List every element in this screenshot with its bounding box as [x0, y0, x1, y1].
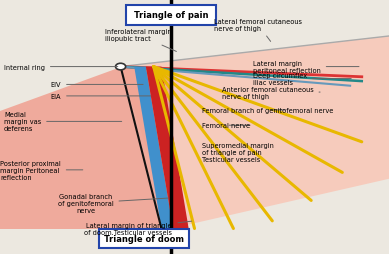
Polygon shape — [121, 37, 389, 229]
Text: Internal ring: Internal ring — [4, 64, 118, 70]
Text: Medial
margin vas
deferens: Medial margin vas deferens — [4, 112, 122, 132]
Text: Lateral femoral cutaneous
nerve of thigh: Lateral femoral cutaneous nerve of thigh — [214, 19, 302, 42]
Text: Gonadal branch
of genitofemoral
nerve: Gonadal branch of genitofemoral nerve — [58, 193, 168, 213]
Text: Femoral branch of genitofemoral nerve: Femoral branch of genitofemoral nerve — [202, 107, 334, 114]
Text: Superomedial margin
of triangle of pain
Testicular vessels: Superomedial margin of triangle of pain … — [202, 142, 274, 162]
Text: Deep circumflex
iliac vessels: Deep circumflex iliac vessels — [253, 73, 351, 86]
Text: EIA: EIA — [51, 93, 151, 100]
Text: Femoral nerve: Femoral nerve — [202, 123, 251, 129]
Text: Lateral margin
peritoneal reflection: Lateral margin peritoneal reflection — [253, 61, 359, 74]
Text: Inferolateral margin
iliopubic tract: Inferolateral margin iliopubic tract — [105, 29, 176, 52]
Text: Posterior proximal
margin Peritoneal
reflection: Posterior proximal margin Peritoneal ref… — [0, 160, 83, 180]
Polygon shape — [134, 67, 173, 229]
Circle shape — [116, 64, 126, 71]
Polygon shape — [0, 67, 171, 229]
Polygon shape — [146, 67, 189, 229]
FancyBboxPatch shape — [99, 229, 189, 248]
Text: EIV: EIV — [51, 82, 143, 88]
Text: Anterior femoral cutaneous
nerve of thigh: Anterior femoral cutaneous nerve of thig… — [222, 86, 320, 99]
Text: Triangle of doom: Triangle of doom — [104, 234, 184, 243]
Text: Lateral margin of triangle
of doom.Testicular vessels: Lateral margin of triangle of doom.Testi… — [84, 221, 192, 235]
Text: Triangle of pain: Triangle of pain — [134, 11, 209, 20]
FancyBboxPatch shape — [126, 6, 216, 25]
